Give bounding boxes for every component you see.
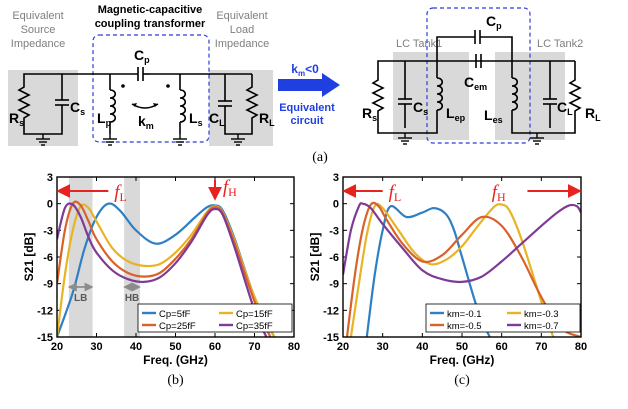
equivalent-transformer-box [426, 7, 531, 144]
chart-c-legend-label-2: km=-0.5 [447, 321, 482, 332]
source-title-1: Equivalent [12, 10, 63, 22]
eq-label-rs: Rs [362, 105, 377, 123]
eq-label-les: Les [484, 107, 503, 125]
eq-label-cl: CL [557, 99, 573, 117]
circuit-equivalent: LC Tank1 LC Tank2 [362, 7, 601, 145]
chart-c-fl-label: fL [389, 182, 402, 204]
chart-b-ytick-label-4: -9 [43, 279, 53, 291]
chart-b-fh-label: fH [223, 177, 237, 199]
label-cp: Cp [134, 47, 150, 65]
equivalent-label-1: Equivalent [279, 102, 335, 114]
chart-b-caption: (b) [167, 373, 184, 388]
chart-b-xtick-label-5: 70 [248, 341, 260, 353]
circuit-original: Equivalent Source Impedance Magnetic-cap… [8, 4, 275, 146]
chart-c-xlabel: Freq. (GHz) [430, 353, 495, 367]
transformer-box [92, 34, 210, 143]
chart-b-band-1 [124, 177, 140, 337]
eq-label-lep: Lep [446, 105, 466, 123]
chart-c-xtick-label-6: 80 [575, 341, 587, 353]
transformer-title-2: coupling transformer [95, 18, 206, 30]
load-title-1: Equivalent [216, 10, 267, 22]
chart-b-lb-label: LB [74, 293, 87, 304]
chart-b-ytick-label-6: -15 [37, 332, 53, 344]
chart-b-legend-label-0: Cp=5fF [159, 309, 191, 320]
chart-c-ytick-label-5: -12 [323, 305, 339, 317]
chart-c-ytick-label-3: -6 [329, 252, 339, 264]
chart-b-ytick-label-2: -3 [43, 225, 53, 237]
chart-c-legend-label-1: km=-0.3 [524, 309, 559, 320]
chart-c-caption: (c) [454, 373, 470, 388]
right-arrow-icon [278, 73, 340, 97]
chart-c-xtick-label-0: 20 [337, 341, 349, 353]
chart-b-ytick-label-0: 3 [47, 172, 53, 184]
chart-b-legend-label-3: Cp=35fF [236, 321, 273, 332]
chart-b-xtick-label-2: 40 [130, 341, 142, 353]
chart-b-xtick-label-0: 20 [51, 341, 63, 353]
chart-c-ytick-label-6: -15 [323, 332, 339, 344]
chart-b-legend-label-1: Cp=15fF [236, 309, 273, 320]
label-rl: RL [259, 110, 275, 128]
chart-b-xlabel: Freq. (GHz) [143, 353, 208, 367]
label-lp: Lp [97, 110, 112, 128]
caption-a: (a) [312, 150, 328, 165]
chart-b-ytick-label-1: 0 [47, 199, 53, 211]
chart-b-ylabel: S21 [dB] [22, 233, 36, 282]
chart-c-series-line-3 [343, 202, 581, 284]
chart-c-xtick-label-1: 30 [377, 341, 389, 353]
load-title-3: Impedance [215, 38, 269, 50]
source-title-2: Source [21, 24, 56, 36]
chart-c-series-line-2 [345, 201, 581, 337]
tank2-label: LC Tank2 [537, 38, 583, 50]
km-condition: km<0 [291, 62, 319, 78]
tank1-label: LC Tank1 [396, 38, 442, 50]
chart-c-xtick-label-3: 50 [456, 341, 468, 353]
load-title-2: Load [230, 24, 254, 36]
chart-c-ytick-label-0: 3 [333, 172, 339, 184]
chart-b-fl-label: fL [114, 182, 127, 204]
chart-b-xtick-label-3: 50 [169, 341, 181, 353]
chart-c-ytick-label-1: 0 [333, 199, 339, 211]
chart-b-legend-label-2: Cp=25fF [159, 321, 196, 332]
chart-c-xtick-label-2: 40 [416, 341, 428, 353]
chart-c-xtick-label-4: 60 [496, 341, 508, 353]
chart-b-frame [56, 176, 295, 338]
eq-label-cem: Cem [464, 74, 487, 92]
chart-c-xtick-label-5: 70 [535, 341, 547, 353]
label-km: km [138, 113, 154, 131]
chart-b-xtick-label-6: 80 [288, 341, 300, 353]
chart-c-series-line-0 [365, 204, 491, 337]
chart-c-legend-box [425, 303, 581, 333]
eq-label-rl: RL [585, 105, 601, 123]
equivalent-arrow: km<0 Equivalent circuit [278, 62, 340, 127]
source-title-3: Impedance [11, 38, 65, 50]
chart-c-frame [342, 176, 582, 338]
label-rs: Rs [9, 110, 24, 128]
chart-c-fh-label: fH [492, 182, 506, 204]
chart-b-series-line-3 [57, 202, 268, 337]
chart-c-ylabel: S21 [dB] [308, 233, 322, 282]
chart-b-xtick-label-1: 30 [90, 341, 102, 353]
chart-b-hb-label: HB [125, 293, 139, 304]
chart-b-xtick-label-4: 60 [209, 341, 221, 353]
chart-b-ytick-label-5: -12 [37, 305, 53, 317]
label-cs: Cs [70, 99, 85, 117]
chart-c-legend-label-3: km=-0.7 [524, 321, 559, 332]
transformer-title-1: Magnetic-capacitive [98, 4, 203, 16]
label-ls: Ls [189, 110, 203, 128]
eq-label-cs: Cs [413, 99, 428, 117]
chart-c-legend-label-0: km=-0.1 [447, 309, 482, 320]
chart-c-ytick-label-4: -9 [329, 279, 339, 291]
chart-b-legend-box [137, 303, 293, 333]
chart-c-ytick-label-2: -3 [329, 225, 339, 237]
equivalent-label-2: circuit [290, 115, 323, 127]
eq-label-cp: Cp [486, 13, 502, 31]
chart-b-band-0 [68, 177, 93, 337]
label-cl: CL [209, 110, 225, 128]
chart-b-ytick-label-3: -6 [43, 252, 53, 264]
